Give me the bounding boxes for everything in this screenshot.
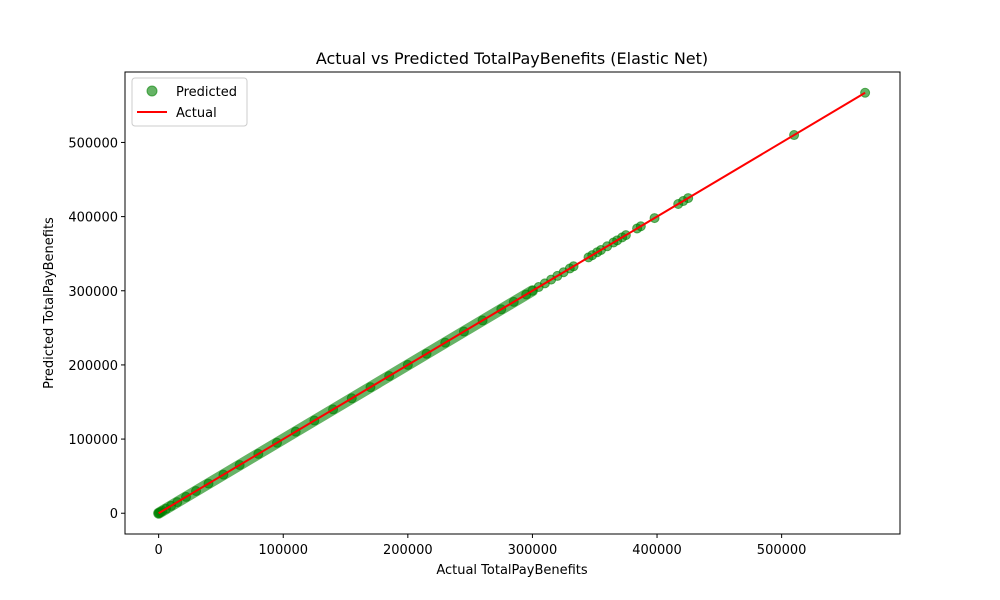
y-tick-label: 0 <box>110 507 118 522</box>
x-tick-label: 400000 <box>632 543 682 558</box>
chart-title: Actual vs Predicted TotalPayBenefits (El… <box>316 49 708 68</box>
plot-frame <box>124 71 901 535</box>
y-tick-label: 400000 <box>68 211 118 226</box>
plot-area <box>153 87 871 519</box>
x-axis: 0 100000 200000 300000 400000 500000 <box>155 534 807 558</box>
x-tick-label: 200000 <box>383 543 433 558</box>
legend-label-predicted: Predicted <box>176 85 237 100</box>
y-tick-label: 100000 <box>68 433 118 448</box>
actual-line <box>158 91 866 515</box>
legend: Predicted Actual <box>131 77 248 127</box>
y-tick-label: 200000 <box>68 359 118 374</box>
legend-marker-predicted <box>146 85 158 97</box>
legend-label-actual: Actual <box>176 106 217 121</box>
y-axis: 0 100000 200000 300000 400000 500000 <box>68 136 125 522</box>
x-axis-title: Actual TotalPayBenefits <box>436 563 588 578</box>
y-tick-label: 300000 <box>68 285 118 300</box>
x-tick-label: 0 <box>155 543 163 558</box>
y-tick-label: 500000 <box>68 136 118 151</box>
legend-box <box>131 77 248 127</box>
x-tick-label: 300000 <box>508 543 558 558</box>
x-tick-label: 500000 <box>757 543 807 558</box>
x-tick-label: 100000 <box>258 543 308 558</box>
y-axis-title: Predicted TotalPayBenefits <box>42 217 57 389</box>
